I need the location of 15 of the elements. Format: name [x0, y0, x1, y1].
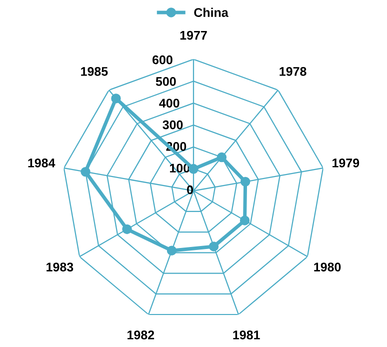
spoke-label: 1977: [180, 30, 207, 40]
spoke-label: 1978: [280, 67, 306, 76]
y-tick-label: 600: [152, 55, 172, 64]
spoke-label: 1985: [81, 67, 108, 76]
y-tick-label: 300: [162, 120, 183, 130]
y-tick-label: 400: [159, 98, 180, 108]
spoke-label: 1980: [314, 262, 341, 272]
y-tick-label: 500: [156, 77, 176, 86]
spoke-label: 1981: [233, 330, 260, 340]
y-tick-label: 0: [187, 185, 193, 194]
spoke-label: 1984: [28, 158, 56, 168]
spoke-label: 1979: [332, 158, 360, 168]
spoke-label: 1983: [46, 262, 74, 272]
spoke-label: 1982: [128, 330, 154, 340]
legend-label: China: [194, 8, 228, 17]
